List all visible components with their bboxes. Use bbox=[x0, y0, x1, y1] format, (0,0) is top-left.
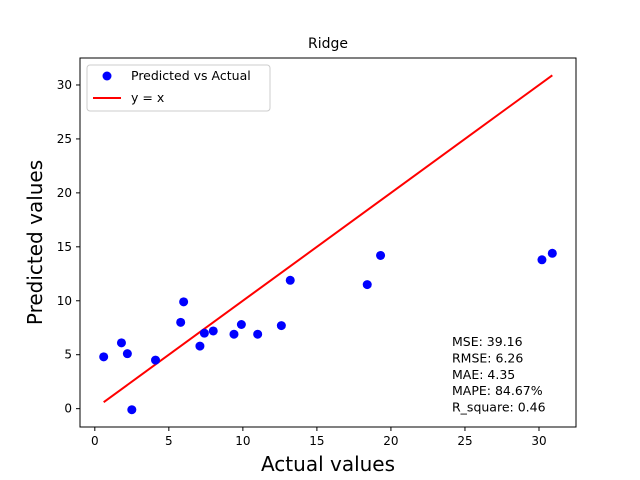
data-point bbox=[116, 338, 126, 348]
legend-label-scatter: Predicted vs Actual bbox=[131, 68, 251, 83]
data-point bbox=[208, 326, 218, 336]
data-point bbox=[127, 405, 137, 415]
x-axis-label: Actual values bbox=[261, 452, 395, 476]
data-point bbox=[376, 250, 386, 260]
identity-line bbox=[103, 74, 553, 403]
y-tick-label: 30 bbox=[57, 78, 72, 92]
x-tick-label: 5 bbox=[165, 434, 173, 448]
metric-line: MSE: 39.16 bbox=[452, 334, 523, 349]
metric-line: MAPE: 84.67% bbox=[452, 383, 543, 398]
data-point bbox=[547, 248, 557, 258]
legend-label-line: y = x bbox=[131, 90, 164, 105]
y-tick-label: 15 bbox=[57, 240, 72, 254]
y-tick-label: 0 bbox=[64, 402, 72, 416]
plot-frame bbox=[79, 57, 577, 428]
data-point bbox=[195, 341, 205, 351]
metric-line: R_square: 0.46 bbox=[452, 400, 546, 415]
y-tick-label: 20 bbox=[57, 186, 72, 200]
data-point bbox=[362, 280, 372, 290]
x-tick-label: 30 bbox=[531, 434, 546, 448]
data-point bbox=[199, 328, 209, 338]
x-tick-label: 10 bbox=[235, 434, 250, 448]
data-point bbox=[276, 321, 286, 331]
x-tick-label: 25 bbox=[457, 434, 472, 448]
x-tick-label: 20 bbox=[383, 434, 398, 448]
x-tick-label: 0 bbox=[91, 434, 99, 448]
x-tick-label: 15 bbox=[309, 434, 324, 448]
data-point bbox=[537, 255, 547, 265]
chart-title: Ridge bbox=[308, 36, 348, 52]
data-point bbox=[253, 329, 263, 339]
axis-ticks: 0 5 10 15 20 25 30 0 5 10 15 20 25 30 bbox=[57, 78, 547, 448]
legend-marker-scatter bbox=[102, 71, 112, 81]
data-point bbox=[122, 349, 132, 359]
metric-line: RMSE: 6.26 bbox=[452, 350, 523, 365]
y-axis-label: Predicted values bbox=[23, 160, 47, 325]
data-point bbox=[179, 297, 189, 307]
data-point bbox=[99, 352, 109, 362]
data-point bbox=[236, 320, 246, 329]
plot-marks bbox=[99, 74, 557, 415]
metric-line: MAE: 4.35 bbox=[452, 367, 515, 382]
data-point bbox=[285, 275, 295, 285]
data-point bbox=[229, 329, 239, 339]
legend: Predicted vs Actual y = x bbox=[86, 64, 271, 112]
data-point bbox=[151, 355, 161, 365]
y-tick-label: 5 bbox=[64, 348, 72, 362]
data-point bbox=[176, 317, 186, 327]
legend-box bbox=[86, 64, 271, 112]
y-tick-label: 10 bbox=[57, 294, 72, 308]
y-tick-label: 25 bbox=[57, 132, 72, 146]
